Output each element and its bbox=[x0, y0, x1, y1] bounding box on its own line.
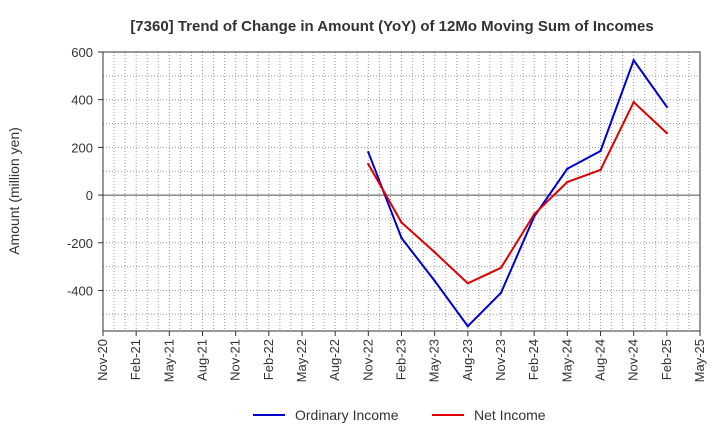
data-point bbox=[400, 236, 403, 240]
y-tick-label: 400 bbox=[71, 93, 93, 108]
y-tick-label: -400 bbox=[67, 283, 93, 298]
data-point bbox=[466, 282, 470, 285]
series-line-2 bbox=[367, 100, 668, 285]
x-tick-label: Aug-23 bbox=[460, 339, 475, 381]
y-tick-label: 200 bbox=[71, 140, 93, 155]
chart-title: [7360] Trend of Change in Amount (YoY) o… bbox=[130, 18, 653, 35]
data-point bbox=[566, 180, 569, 184]
axes: 600 400 200 0 -200 -400 Nov-20 Feb-21 May-21 Aug-… bbox=[67, 45, 707, 382]
data-point bbox=[367, 162, 370, 166]
x-tick-label: Feb-25 bbox=[659, 339, 674, 380]
data-point bbox=[433, 279, 436, 283]
y-tick-label: 0 bbox=[86, 188, 93, 203]
data-point bbox=[400, 221, 403, 224]
x-tick-label: Feb-22 bbox=[261, 339, 276, 380]
y-tick-label: -200 bbox=[67, 236, 93, 251]
legend-label-1: Ordinary Income bbox=[295, 407, 399, 423]
series-layer bbox=[367, 58, 669, 328]
x-tick-label: Nov-24 bbox=[626, 339, 641, 381]
legend: Ordinary Income Net Income bbox=[253, 407, 546, 423]
data-point bbox=[632, 59, 635, 62]
data-point bbox=[499, 291, 503, 295]
x-tick-label: May-24 bbox=[559, 339, 574, 382]
x-tick-label: Aug-22 bbox=[327, 339, 342, 381]
legend-label-2: Net Income bbox=[474, 407, 546, 423]
y-axis-label: Amount (million yen) bbox=[6, 127, 22, 255]
x-tick-label: Nov-22 bbox=[360, 339, 375, 381]
x-tick-label: Aug-21 bbox=[195, 339, 210, 381]
x-tick-label: Feb-21 bbox=[128, 339, 143, 380]
data-point bbox=[632, 100, 635, 104]
data-point bbox=[566, 167, 569, 171]
data-point bbox=[532, 212, 536, 216]
x-tick-label: May-21 bbox=[161, 339, 176, 382]
y-tick-label: 600 bbox=[71, 45, 93, 60]
x-tick-label: Feb-23 bbox=[394, 339, 409, 380]
x-tick-label: Nov-21 bbox=[228, 339, 243, 381]
grid bbox=[102, 51, 701, 331]
x-tick-label: Feb-24 bbox=[526, 339, 541, 380]
x-tick-label: Aug-24 bbox=[593, 339, 608, 381]
data-point bbox=[367, 150, 370, 154]
data-point bbox=[499, 266, 503, 270]
x-tick-label: May-22 bbox=[294, 339, 309, 382]
series-line-1 bbox=[367, 58, 668, 328]
x-tick-label: May-25 bbox=[692, 339, 707, 382]
data-point bbox=[599, 168, 602, 172]
data-point bbox=[599, 149, 602, 153]
x-tick-label: May-23 bbox=[427, 339, 442, 382]
data-point bbox=[665, 105, 669, 109]
x-tick-label: Nov-23 bbox=[493, 339, 508, 381]
data-point bbox=[466, 325, 470, 328]
data-point bbox=[665, 131, 669, 135]
data-point bbox=[433, 251, 436, 254]
x-tick-label: Nov-20 bbox=[95, 339, 110, 381]
